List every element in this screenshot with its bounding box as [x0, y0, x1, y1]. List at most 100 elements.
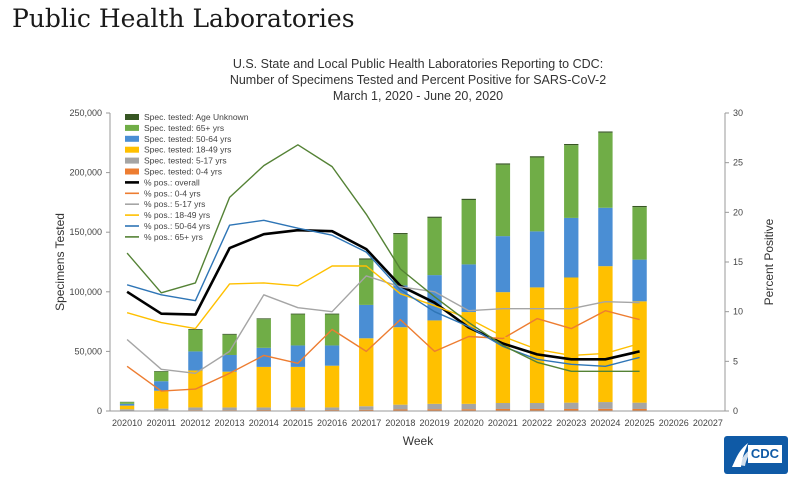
y2-tick-label: 0 — [733, 406, 738, 416]
bar-202010-series-2 — [119, 405, 135, 410]
bar-202013-series-4 — [222, 334, 237, 355]
bar-202016-series-5 — [324, 313, 340, 315]
legend-label: Spec. tested: 5-17 yrs — [144, 156, 227, 166]
bar-202025-series-3 — [632, 259, 647, 302]
legend-swatch — [125, 157, 139, 164]
bar-202011-series-1 — [154, 408, 169, 411]
bar-202021-series-0 — [495, 408, 511, 411]
bar-202019-series-0 — [427, 409, 442, 411]
bar-202015-series-4 — [290, 314, 306, 346]
bar-202024-series-4 — [598, 132, 613, 208]
line-series-4 — [126, 219, 640, 367]
bar-202022-series-1 — [529, 403, 545, 409]
bar-202021-series-1 — [495, 403, 511, 409]
y-tick-label: 100,000 — [69, 287, 102, 297]
x-tick-label: 202014 — [249, 418, 279, 428]
y-tick-label: 50,000 — [74, 346, 102, 356]
bar-202022-series-2 — [529, 287, 545, 404]
line-series-0 — [126, 228, 640, 361]
legend-swatch — [125, 124, 139, 131]
legend-swatch — [125, 135, 139, 142]
legend-label: % pos.: 50-64 yrs — [144, 221, 210, 231]
bar-202024-series-0 — [598, 408, 613, 411]
bar-202023-series-5 — [564, 143, 579, 146]
bar-202024-series-2 — [598, 266, 613, 403]
bar-202014-series-2 — [256, 366, 271, 408]
y2-tick-label: 25 — [733, 158, 743, 168]
x-tick-label: 202016 — [317, 418, 347, 428]
x-tick-label: 202022 — [522, 418, 552, 428]
chart-title-line-3: March 1, 2020 - June 20, 2020 — [333, 89, 503, 103]
bar-202017-series-1 — [359, 406, 374, 410]
x-tick-label: 202013 — [215, 418, 245, 428]
bar-202020-series-3 — [461, 264, 476, 313]
legend-swatch — [125, 114, 139, 120]
x-tick-label: 202020 — [454, 418, 484, 428]
bar-202022-series-4 — [529, 157, 545, 232]
bar-202010-series-4 — [119, 402, 135, 404]
bar-202011-series-3 — [154, 381, 169, 391]
x-tick-label: 202017 — [351, 418, 381, 428]
x-tick-label: 202010 — [112, 418, 142, 428]
bar-202023-series-4 — [564, 145, 579, 218]
bar-202015-series-5 — [290, 313, 306, 315]
bar-202019-series-1 — [427, 403, 442, 410]
bar-202012-series-1 — [188, 407, 203, 411]
bar-202018-series-2 — [393, 327, 408, 405]
bar-202025-series-0 — [632, 408, 647, 411]
bar-202017-series-0 — [359, 409, 374, 411]
bar-202023-series-0 — [564, 408, 579, 411]
legend-label: % pos.: 0-4 yrs — [144, 188, 201, 198]
y-tick-label: 200,000 — [69, 168, 102, 178]
bar-202023-series-2 — [564, 277, 579, 403]
bar-202021-series-2 — [495, 292, 511, 404]
y-axis-label: Specimens Tested — [53, 213, 67, 311]
legend-label: % pos.: overall — [144, 177, 200, 187]
bar-202022-series-0 — [529, 408, 545, 411]
line-series-3 — [126, 265, 640, 357]
y2-axis-label: Percent Positive — [762, 218, 776, 305]
bar-202017-series-2 — [359, 338, 374, 407]
bar-202019-series-5 — [427, 216, 442, 218]
legend-label: % pos.: 18-49 yrs — [144, 210, 210, 220]
legend-label: Spec. tested: Age Unknown — [144, 112, 249, 122]
x-tick-label: 202019 — [420, 418, 450, 428]
bar-202025-series-4 — [632, 207, 647, 260]
legend-label: Spec. tested: 65+ yrs — [144, 123, 224, 133]
line-series-2 — [126, 275, 640, 374]
bar-202023-series-3 — [564, 217, 579, 278]
bar-202016-series-3 — [324, 345, 340, 366]
y-tick-label: 250,000 — [69, 108, 102, 118]
bar-202014-series-3 — [256, 347, 271, 367]
bar-202020-series-4 — [461, 200, 476, 265]
x-tick-label: 202015 — [283, 418, 313, 428]
bar-202020-series-0 — [461, 409, 476, 411]
bar-202013-series-2 — [222, 371, 237, 408]
bar-202010-series-1 — [119, 409, 135, 411]
legend-label: Spec. tested: 0-4 yrs — [144, 167, 222, 177]
y2-tick-label: 30 — [733, 108, 743, 118]
bar-202021-series-3 — [495, 236, 511, 293]
cdc-logo-text: CDC — [747, 445, 782, 463]
bar-202010-series-3 — [119, 403, 135, 406]
y2-tick-label: 20 — [733, 207, 743, 217]
bar-202023-series-1 — [564, 402, 579, 409]
bar-202013-series-5 — [222, 333, 237, 335]
bar-202013-series-3 — [222, 354, 237, 372]
y-tick-label: 0 — [97, 406, 102, 416]
bar-202014-series-5 — [256, 318, 271, 320]
page-title: Public Health Laboratories — [12, 4, 355, 33]
legend-label: Spec. tested: 18-49 yrs — [144, 145, 231, 155]
legend-swatch — [125, 146, 139, 153]
line-series-5 — [126, 144, 640, 372]
bar-202016-series-2 — [324, 365, 340, 408]
bar-202025-series-1 — [632, 402, 647, 409]
bar-202012-series-3 — [188, 351, 203, 371]
bar-202016-series-1 — [324, 407, 340, 411]
bar-202013-series-1 — [222, 407, 237, 411]
x-tick-label: 202021 — [488, 418, 518, 428]
line-series-1 — [126, 310, 640, 392]
legend-label: Spec. tested: 50-64 yrs — [144, 134, 231, 144]
bar-202018-series-1 — [393, 404, 408, 410]
